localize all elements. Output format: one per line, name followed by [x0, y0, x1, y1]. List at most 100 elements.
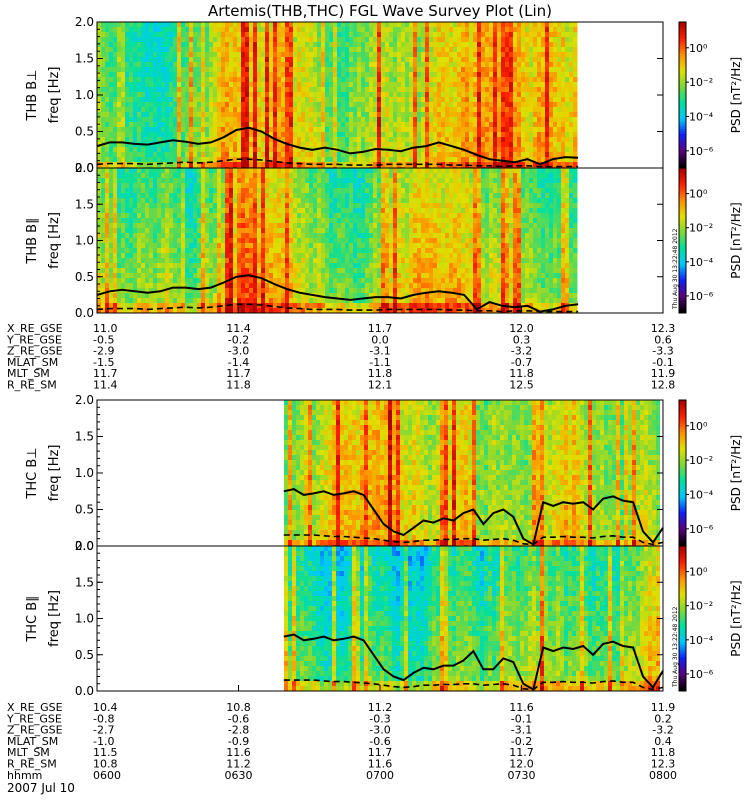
ephemeris-row-label: MLAT_SM — [7, 356, 58, 369]
ephemeris-value: -3.0 — [369, 724, 390, 737]
panel-label: THB B∥ — [25, 217, 40, 264]
y-tick-label: 1.5 — [75, 52, 94, 66]
colorbar-tick-label: 10⁻² — [689, 222, 713, 235]
ephemeris-value: -1.4 — [228, 356, 249, 369]
ephemeris-row-label: Z_RE_GSE — [7, 724, 63, 737]
ephemeris-value: 11.9 — [651, 367, 676, 380]
panel-0: 0.0 0.5 1.0 1.5 2.0 freq [Hz] THB B⊥ 10⁰ 10⁻² 10⁻… — [25, 15, 743, 175]
ephemeris-value: 11.7 — [93, 367, 118, 380]
ephemeris-value: 0730 — [508, 769, 536, 782]
ephemeris-value: 11.6 — [509, 701, 534, 714]
ephemeris-value: 12.1 — [368, 379, 393, 392]
ephemeris-thb: X_RE_GSE 11.0 11.4 11.7 12.0 12.3Y_RE_GSE -0.5… — [6, 322, 675, 392]
y-tick-label: 1.0 — [75, 234, 94, 248]
ephemeris-value: 11.7 — [226, 367, 251, 380]
ephemeris-value: -1.0 — [93, 735, 114, 748]
spectrogram-image — [97, 22, 578, 168]
ephemeris-value: 10.8 — [93, 758, 118, 771]
panel-1: 0.0 0.5 1.0 1.5 2.0 freq [Hz] THB B∥ 10⁰ 10⁻² 10⁻… — [25, 161, 743, 320]
ephemeris-value: 11.7 — [509, 746, 534, 759]
colorbar-tick-label: 10⁰ — [689, 420, 708, 433]
ephemeris-value: -0.2 — [511, 735, 532, 748]
colorbar: 10⁰ 10⁻² 10⁻⁴ 10⁻⁶ PSD [nT²/Hz] — [678, 545, 743, 692]
ephemeris-value: -2.7 — [93, 724, 114, 737]
median-frequency-line — [283, 488, 664, 547]
colorbar: 10⁰ 10⁻² 10⁻⁴ 10⁻⁶ PSD [nT²/Hz] — [678, 167, 743, 314]
ephemeris-value: 0.0 — [371, 333, 389, 346]
ephemeris-value: 0.2 — [654, 712, 672, 725]
ephemeris-row-label: X_RE_GSE — [7, 322, 63, 335]
colorbar-label: PSD [nT²/Hz] — [729, 202, 743, 278]
colorbar-label: PSD [nT²/Hz] — [729, 57, 743, 133]
panel-2: 0.0 0.5 1.0 1.5 2.0 freq [Hz] THC B⊥ 10⁰ 10⁻² 10⁻… — [25, 393, 743, 553]
ephemeris-value: -2.9 — [93, 345, 114, 358]
panel-label: THC B∥ — [25, 595, 40, 642]
ephemeris-value: 11.5 — [93, 746, 118, 759]
ephemeris-value: 11.8 — [226, 379, 251, 392]
panel-label: THB B⊥ — [25, 69, 40, 121]
ephemeris-row-label: MLT_SM — [7, 746, 50, 759]
y-tick-label: 2.0 — [75, 15, 94, 29]
ephemeris-value: -1.1 — [369, 356, 390, 369]
ephemeris-row-label: MLT_SM — [7, 367, 50, 380]
ephemeris-value: 12.0 — [509, 758, 534, 771]
y-tick-label: 0.5 — [75, 270, 94, 284]
y-tick-label: 1.0 — [75, 466, 94, 480]
y-tick-label: 0.5 — [75, 648, 94, 662]
y-tick-label: 1.0 — [75, 88, 94, 102]
ephemeris-value: -0.6 — [369, 735, 390, 748]
ephemeris-value: 12.8 — [651, 379, 676, 392]
ephemeris-value: 12.5 — [509, 379, 534, 392]
colorbar-tick-label: 10⁻⁴ — [689, 256, 714, 269]
colorbar-tick-label: 10⁻⁶ — [689, 145, 714, 158]
spectrogram-image — [283, 546, 661, 691]
y-tick-label: 1.5 — [75, 430, 94, 444]
y-tick-label: 2.0 — [75, 539, 94, 553]
colorbar-tick-label: 10⁰ — [689, 42, 708, 55]
ephemeris-value: 0.3 — [513, 333, 531, 346]
ephemeris-value: 12.3 — [651, 322, 676, 335]
colorbar-tick-label: 10⁰ — [689, 188, 708, 201]
ephemeris-row-label: hhmm — [7, 769, 42, 782]
ephemeris-value: -0.1 — [511, 712, 532, 725]
y-tick-label: 0.5 — [75, 125, 94, 139]
y-axis-label: freq [Hz] — [47, 212, 62, 269]
ephemeris-row-label: Y_RE_GSE — [6, 712, 62, 725]
ephemeris-value: 12.3 — [651, 758, 676, 771]
ephemeris-value: -3.3 — [652, 345, 673, 358]
ephemeris-value: 0600 — [93, 769, 121, 782]
y-tick-label: 1.0 — [75, 612, 94, 626]
colorbar-tick-label: 10⁻⁶ — [689, 523, 714, 536]
ephemeris-value: -3.2 — [652, 724, 673, 737]
ephemeris-value: -3.0 — [228, 345, 249, 358]
colorbar-label: PSD [nT²/Hz] — [729, 580, 743, 656]
median-frequency-line — [96, 126, 579, 166]
ephemeris-value: 11.4 — [93, 379, 118, 392]
colorbar-tick-label: 10⁻² — [689, 76, 713, 89]
ephemeris-value: 0700 — [366, 769, 394, 782]
y-tick-label: 0.0 — [75, 539, 94, 553]
ephemeris-row-label: Y_RE_GSE — [6, 333, 62, 346]
lower-frequency-line — [96, 158, 579, 168]
ephemeris-value: -1.5 — [93, 356, 114, 369]
y-axis-label: freq [Hz] — [47, 67, 62, 124]
ephemeris-row-label: MLAT_SM — [7, 735, 58, 748]
ephemeris-value: -0.5 — [93, 333, 114, 346]
ephemeris-value: 11.8 — [651, 746, 676, 759]
ephemeris-value: -3.2 — [511, 345, 532, 358]
ephemeris-row-label: X_RE_GSE — [7, 701, 63, 714]
ephemeris-value: 11.2 — [368, 701, 393, 714]
ephemeris-value: 11.4 — [226, 322, 251, 335]
colorbar: 10⁰ 10⁻² 10⁻⁴ 10⁻⁶ PSD [nT²/Hz] — [678, 21, 743, 169]
ephemeris-value: -0.9 — [228, 735, 249, 748]
y-tick-label: 2.0 — [75, 393, 94, 407]
colorbar-tick-label: 10⁻⁶ — [689, 668, 714, 681]
date-label: 2007 Jul 10 — [7, 781, 75, 795]
colorbar-tick-label: 10⁻⁶ — [689, 290, 714, 303]
ephemeris-value: -0.7 — [511, 356, 532, 369]
y-tick-label: 0.0 — [75, 306, 94, 320]
ephemeris-value: 11.6 — [226, 746, 251, 759]
figure-title: Artemis(THB,THC) FGL Wave Survey Plot (L… — [208, 2, 552, 20]
ephemeris-thc: X_RE_GSE 10.4 10.8 11.2 11.6 11.9Y_RE_GSE -0.8… — [6, 701, 677, 782]
median-frequency-line — [96, 274, 579, 313]
